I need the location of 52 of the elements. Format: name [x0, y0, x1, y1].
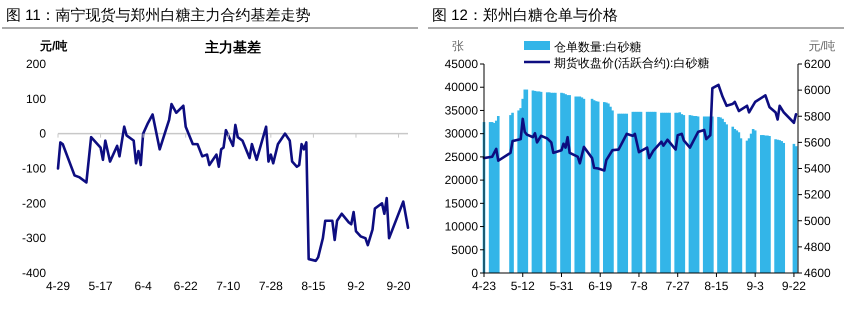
x-tick-label: 5-31 [549, 279, 574, 293]
x-tick-label: 4-29 [46, 279, 70, 293]
y2-tick-label: 5400 [804, 162, 832, 176]
y-tick-label: 30000 [444, 126, 478, 141]
legend-label: 仓单数量:白砂糖 [554, 40, 642, 54]
y-tick-label: 0 [39, 126, 46, 141]
y-tick-label: 10000 [444, 220, 478, 234]
x-tick-label: 9-2 [347, 279, 365, 293]
x-tick-label: 9-20 [386, 279, 411, 293]
y-tick-label: 20000 [444, 173, 478, 188]
x-tick-label: 4-23 [472, 279, 496, 293]
y-tick-label: -400 [22, 266, 46, 280]
x-tick-label: 5-12 [510, 279, 536, 293]
y2-tick-label: 5800 [804, 109, 832, 124]
y2-tick-label: 6000 [804, 83, 832, 98]
x-tick-label: 7-8 [630, 279, 648, 293]
x-tick-label: 6-22 [174, 279, 198, 293]
x-tick-label: 9-22 [782, 279, 806, 293]
y-tick-label: 35000 [444, 103, 478, 118]
y-tick-label: 0 [471, 266, 478, 280]
y-axis-title: 元/吨 [39, 39, 68, 53]
y-tick-label: -300 [22, 231, 46, 246]
y-tick-label: 40000 [444, 80, 478, 94]
y2-tick-label: 5200 [804, 188, 832, 202]
y2-axis-title: 元/吨 [808, 39, 836, 53]
x-tick-label: 7-28 [258, 279, 284, 293]
x-tick-label: 8-15 [704, 279, 729, 293]
y-tick-label: 15000 [444, 196, 478, 210]
y-tick-label: -100 [22, 162, 46, 176]
y-axis-title: 张 [452, 39, 464, 53]
y-tick-label: 5000 [451, 242, 478, 257]
y-tick-label: 25000 [444, 150, 478, 164]
y-tick-label: 100 [26, 92, 46, 106]
x-tick-label: 6-19 [588, 279, 613, 293]
chart-subtitle: 主力基差 [204, 39, 261, 55]
y2-tick-label: 6200 [804, 57, 832, 71]
legend-label: 期货收盘价(活跃合约):白砂糖 [554, 56, 710, 70]
x-tick-label: 7-10 [216, 279, 241, 293]
y-tick-label: 200 [26, 57, 46, 71]
y2-tick-label: 5600 [804, 135, 832, 150]
y-tick-label: 45000 [444, 57, 478, 71]
y2-tick-label: 4600 [804, 266, 832, 280]
x-tick-label: 5-17 [88, 279, 113, 293]
y-tick-label: -200 [22, 196, 46, 210]
x-tick-label: 6-4 [134, 279, 152, 293]
x-tick-label: 9-3 [746, 279, 764, 293]
y2-tick-label: 5000 [804, 214, 832, 228]
x-tick-label: 7-27 [666, 279, 690, 293]
x-tick-label: 8-15 [301, 279, 326, 293]
chart-title: 图 11：南宁现货与郑州白糖主力合约基差走势 [6, 7, 311, 24]
y2-tick-label: 4800 [804, 240, 832, 254]
chart-title: 图 12：郑州白糖仓单与价格 [432, 7, 618, 24]
